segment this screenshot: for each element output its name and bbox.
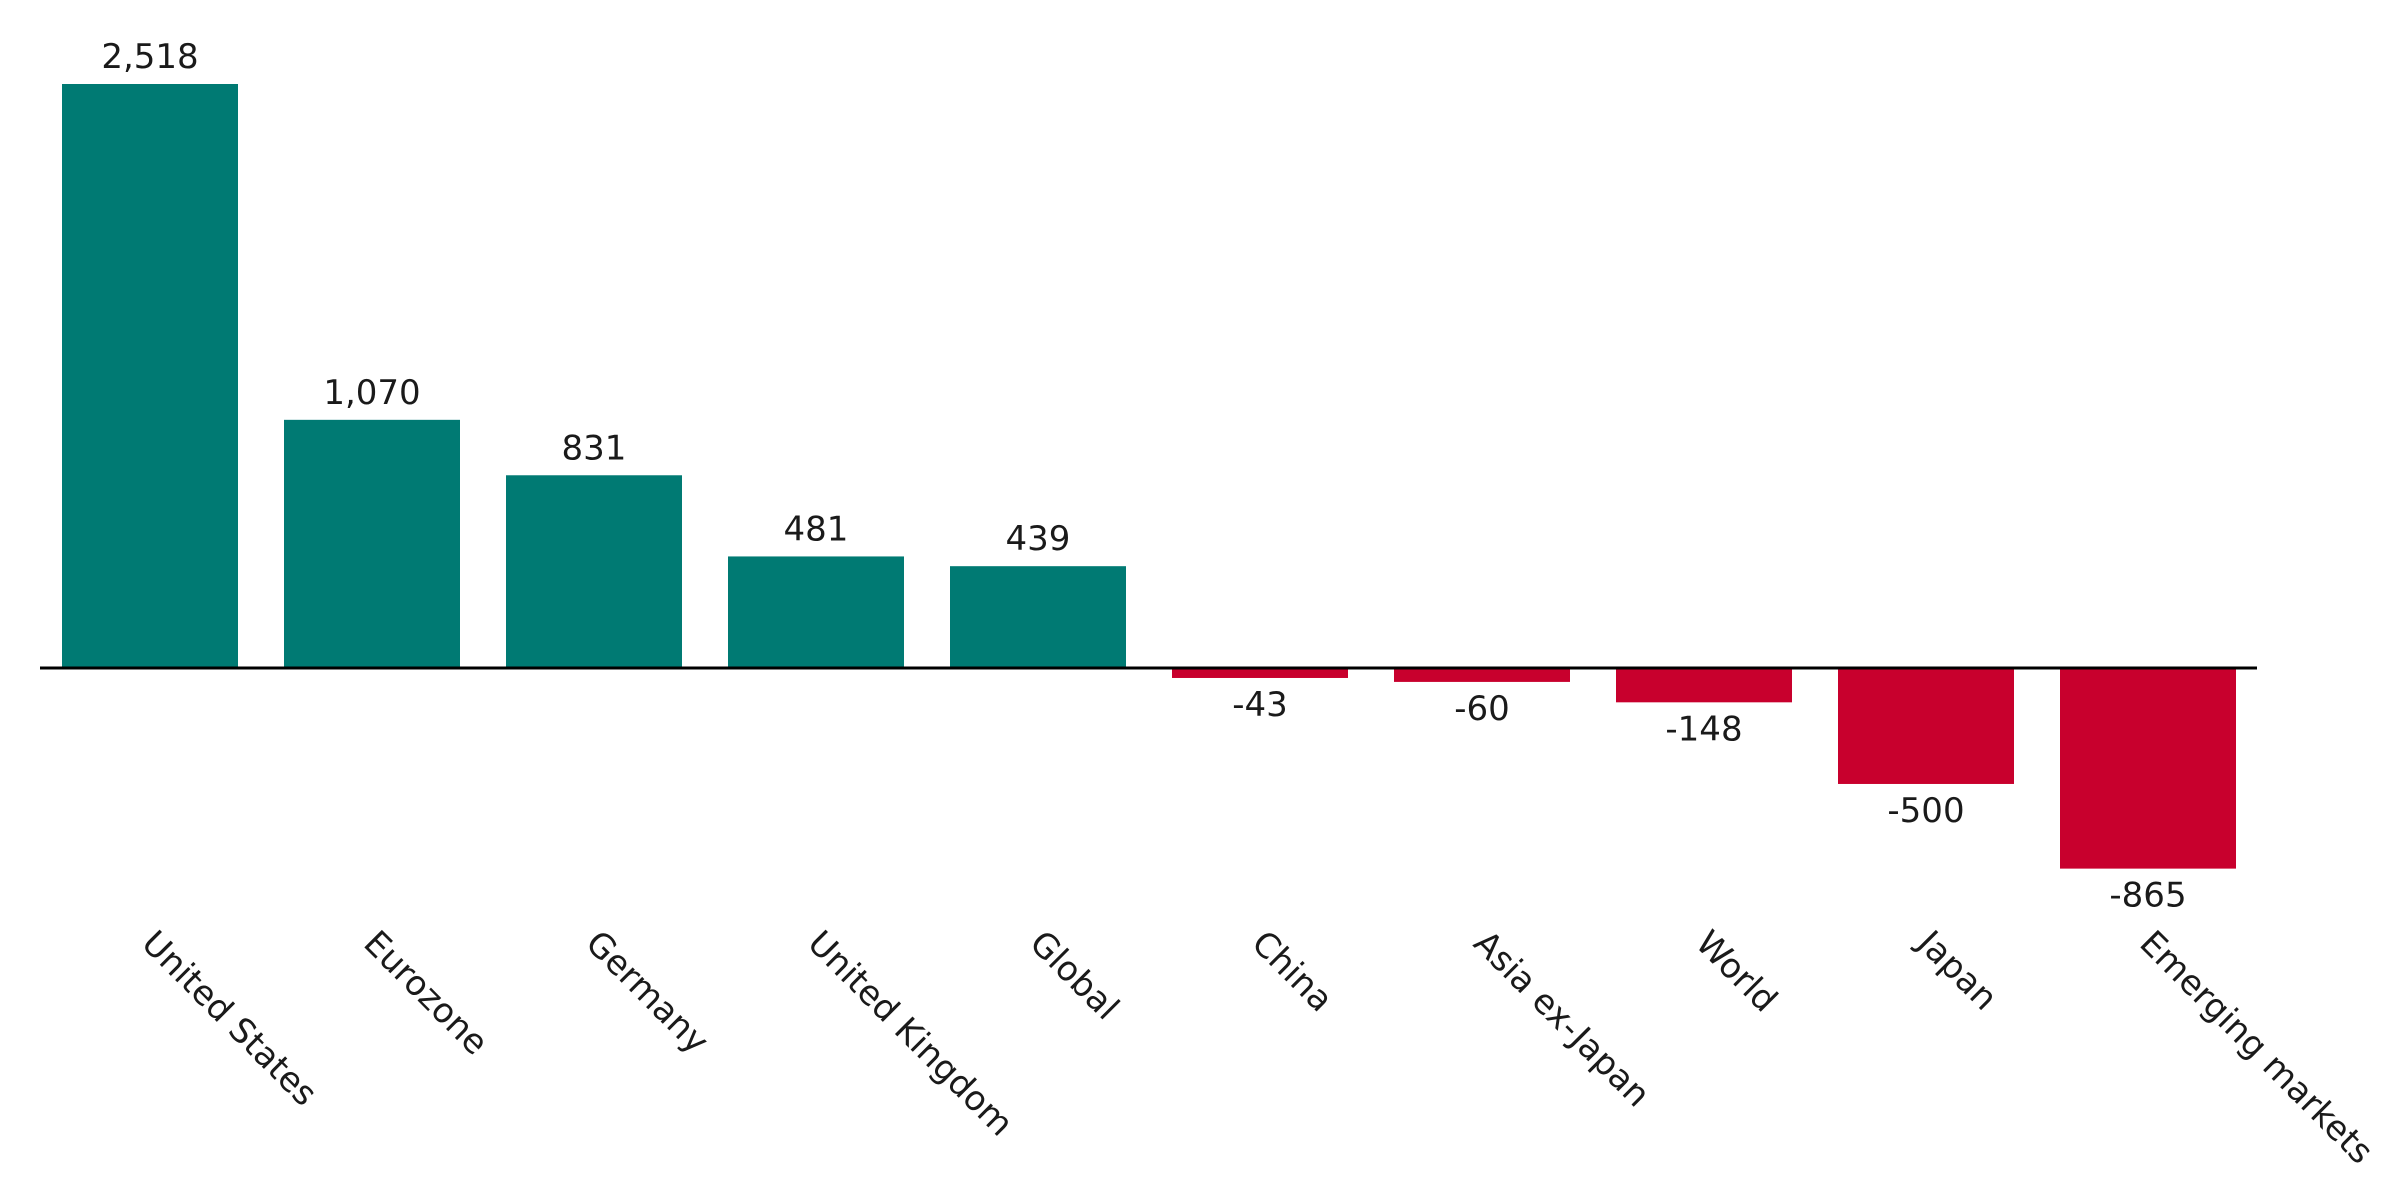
bar-emerging-markets bbox=[2060, 668, 2236, 869]
bar-japan bbox=[1838, 668, 2014, 784]
category-label-china: China bbox=[1244, 923, 1341, 1020]
value-label-united-states: 2,518 bbox=[101, 37, 198, 77]
bars-layer bbox=[62, 84, 2236, 869]
category-label-germany: Germany bbox=[578, 923, 717, 1062]
bar-china bbox=[1172, 668, 1348, 678]
category-label-united-states: United States bbox=[134, 923, 325, 1114]
category-labels-layer: United States Eurozone Germany United Kingd… bbox=[134, 922, 2381, 1172]
value-label-germany: 831 bbox=[562, 428, 627, 468]
value-labels-layer: 2,518 1,070 831 481 439 -43 -60 -148 -500 -865 bbox=[101, 37, 2186, 916]
category-label-united-kingdom: United Kingdom bbox=[800, 923, 1021, 1144]
bar-global bbox=[950, 566, 1126, 668]
value-label-eurozone: 1,070 bbox=[323, 373, 420, 413]
value-label-asia-ex-japan: -60 bbox=[1454, 689, 1510, 729]
value-label-china: -43 bbox=[1232, 685, 1288, 725]
bar-world bbox=[1616, 668, 1792, 703]
category-label-world: World bbox=[1688, 923, 1785, 1020]
category-label-asia-ex-japan: Asia ex-Japan bbox=[1466, 923, 1658, 1115]
category-label-eurozone: Eurozone bbox=[356, 923, 496, 1063]
bar-eurozone bbox=[284, 419, 460, 668]
bar-united-kingdom bbox=[728, 556, 904, 668]
category-label-global: Global bbox=[1022, 923, 1127, 1028]
bar-asia-ex-japan bbox=[1394, 668, 1570, 682]
value-label-emerging-markets: -865 bbox=[2109, 876, 2186, 916]
value-label-japan: -500 bbox=[1887, 791, 1964, 831]
value-label-world: -148 bbox=[1665, 709, 1742, 749]
category-label-japan: Japan bbox=[1908, 922, 2005, 1019]
value-label-global: 439 bbox=[1006, 519, 1071, 559]
bar-united-states bbox=[62, 84, 238, 668]
category-label-emerging-markets: Emerging markets bbox=[2132, 923, 2381, 1172]
bar-germany bbox=[506, 475, 682, 668]
value-label-united-kingdom: 481 bbox=[784, 509, 849, 549]
